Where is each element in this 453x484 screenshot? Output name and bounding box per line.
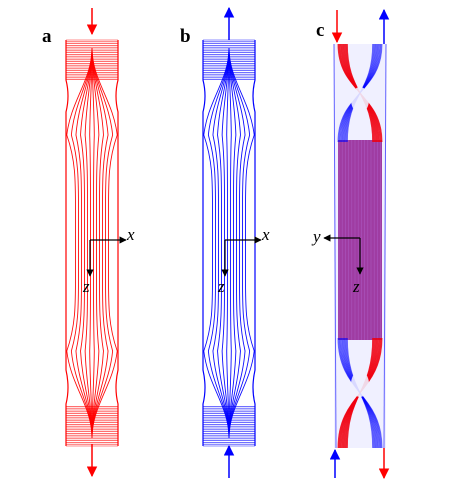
axis-label-y-c: y <box>311 227 321 246</box>
panel-c: c y z <box>311 8 390 480</box>
panel-label-b: b <box>180 26 191 47</box>
axis-label-z-a: z <box>82 277 90 296</box>
axis-label-z-b: z <box>217 277 225 296</box>
fiber-bundle-red <box>65 39 119 447</box>
fiber-bundle-blue <box>202 39 256 447</box>
panel-label-a: a <box>42 26 52 47</box>
axis-label-x-b: x <box>261 225 270 244</box>
axes-b: x z <box>217 225 270 296</box>
panel-label-c: c <box>316 20 324 41</box>
axis-label-z-c: z <box>352 277 360 296</box>
axis-label-x-a: x <box>126 225 135 244</box>
fiber-bundle-combined <box>333 43 387 449</box>
axes-c: y z <box>311 227 364 296</box>
axes-a: x z <box>82 225 135 296</box>
panel-a: a x z <box>42 8 135 478</box>
panel-b: b x z <box>180 6 270 478</box>
